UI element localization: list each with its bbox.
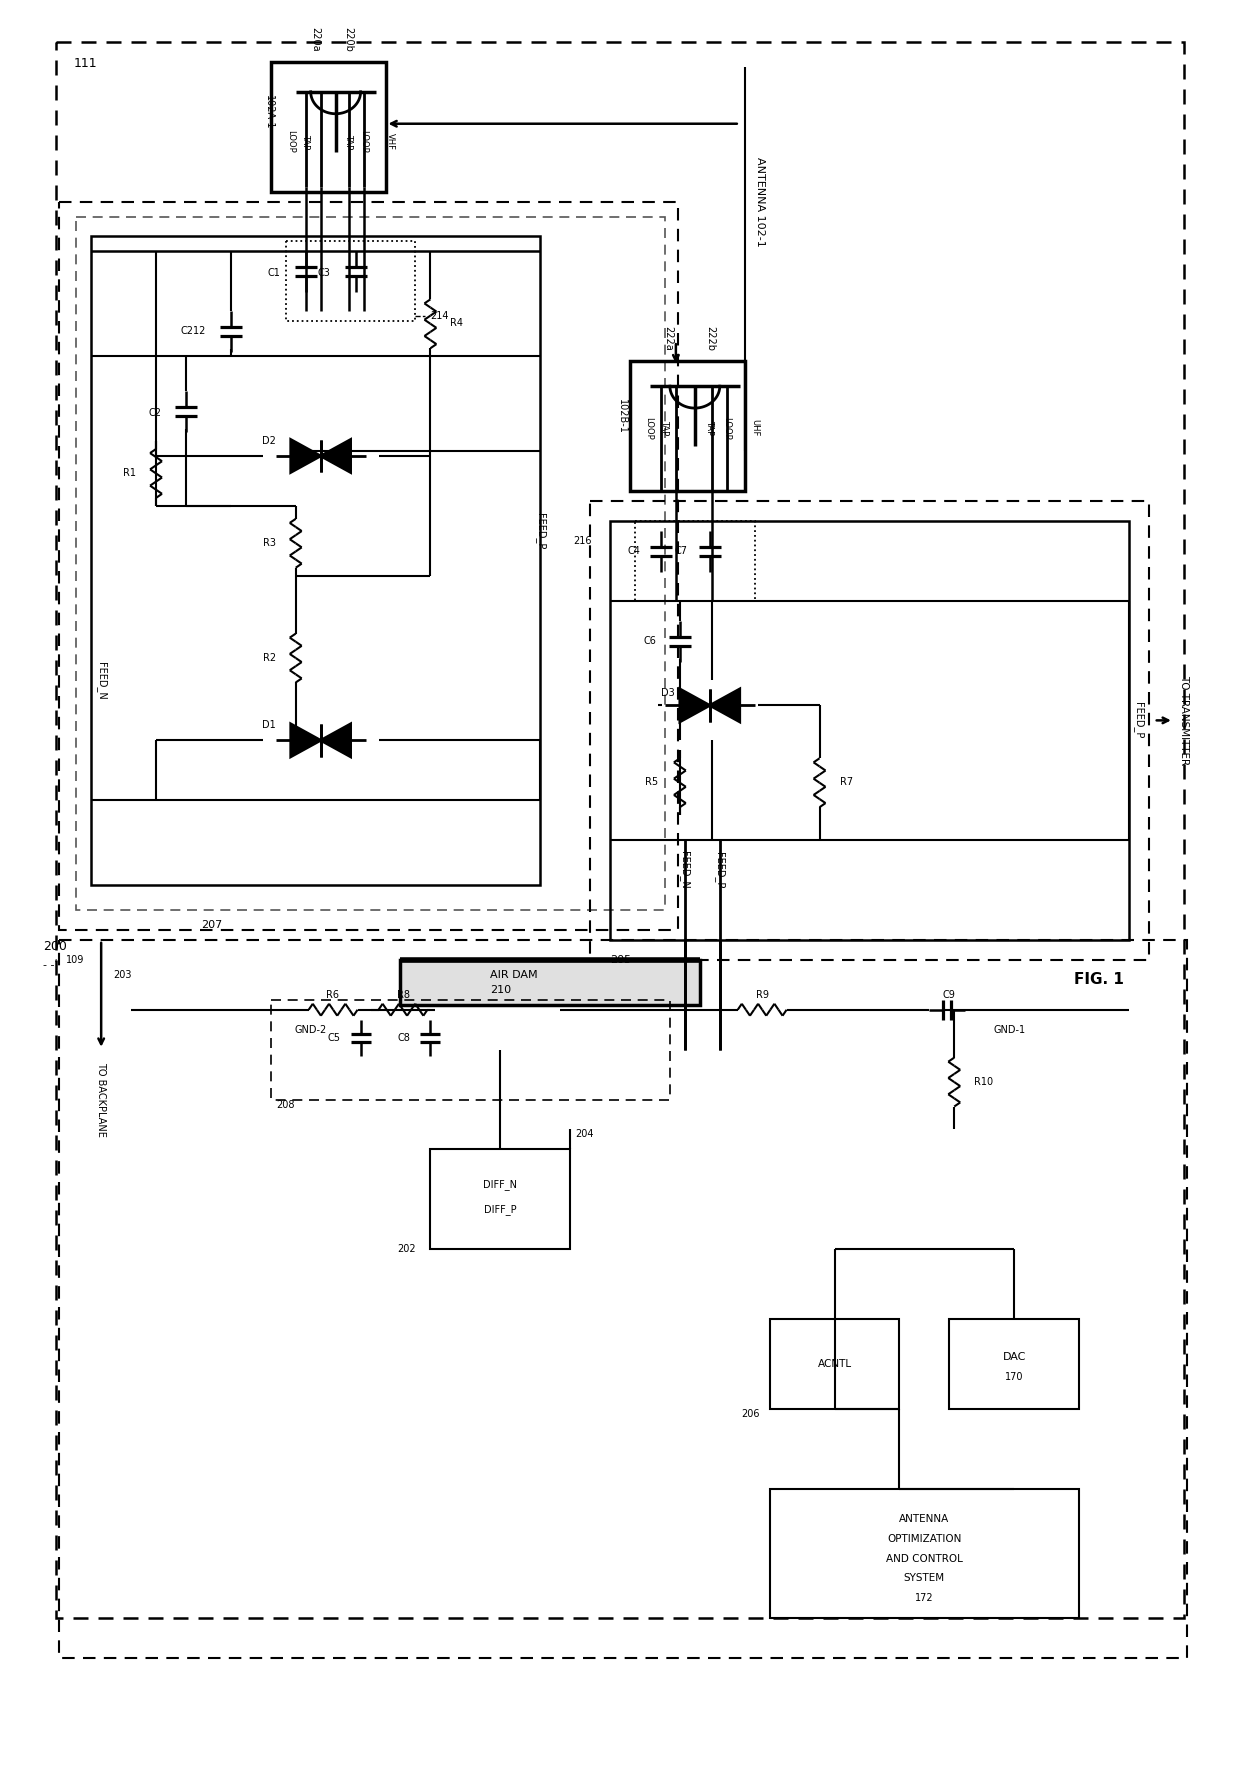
Text: 111: 111 [73,57,97,70]
Text: AND CONTROL: AND CONTROL [885,1554,962,1563]
Text: FEED_N: FEED_N [680,851,691,888]
Text: C9: C9 [942,990,956,999]
Text: LOOP: LOOP [722,417,732,439]
Text: R3: R3 [263,537,275,548]
Text: 214: 214 [430,310,449,321]
Text: AIR DAM: AIR DAM [490,970,538,979]
Text: FEED_P: FEED_P [1133,703,1145,739]
Bar [401,960,699,1004]
Text: VHF: VHF [386,134,396,150]
Text: UHF: UHF [750,419,759,437]
Text: 202: 202 [397,1243,415,1254]
Text: 204: 204 [575,1129,594,1140]
Bar [56,41,1184,1618]
Text: R2: R2 [263,653,275,662]
Bar [270,62,386,191]
Polygon shape [321,724,351,756]
Bar [60,940,1187,1659]
Text: R7: R7 [839,778,853,787]
Text: LOOP: LOOP [286,130,295,153]
Text: FIG. 1: FIG. 1 [1074,972,1123,987]
Text: GND-1: GND-1 [993,1024,1025,1035]
Text: R1: R1 [123,467,136,478]
Bar [610,521,1128,940]
Text: DIFF_N: DIFF_N [484,1179,517,1190]
Text: C1: C1 [268,268,280,278]
Text: C2: C2 [148,409,161,417]
Text: 206: 206 [742,1409,760,1418]
Text: 102A-1: 102A-1 [264,95,274,128]
Bar [285,241,415,321]
Text: R5: R5 [645,778,658,787]
Text: C7: C7 [675,546,688,557]
Text: 208: 208 [275,1099,294,1110]
Bar [270,999,670,1099]
Text: R4: R4 [450,318,464,328]
Text: ANTENNA 102-1: ANTENNA 102-1 [755,157,765,246]
Polygon shape [290,439,321,473]
Text: 220a: 220a [311,27,321,52]
Text: 172: 172 [915,1593,934,1604]
Text: 216: 216 [574,535,591,546]
Text: TAP: TAP [661,421,670,435]
Bar [635,521,755,601]
Text: 210: 210 [490,985,511,995]
Text: ANTENNA: ANTENNA [899,1513,950,1524]
Text: 220b: 220b [343,27,353,52]
Text: R8: R8 [397,990,410,999]
Text: D2: D2 [262,435,275,446]
Text: SYSTEM: SYSTEM [904,1573,945,1584]
Text: 170: 170 [1004,1372,1023,1383]
Text: 109: 109 [66,954,84,965]
Text: D1: D1 [262,721,275,730]
Text: DIFF_P: DIFF_P [484,1204,517,1215]
Bar [770,1318,899,1409]
Text: TAP: TAP [345,134,353,150]
Polygon shape [321,439,351,473]
Polygon shape [680,689,709,723]
Text: - -ʹ: - -ʹ [43,960,58,970]
Bar [630,360,745,491]
Text: D3: D3 [661,689,675,699]
Text: TO BACKPLANE: TO BACKPLANE [97,1061,107,1136]
Bar [430,1149,570,1249]
Text: LOOP: LOOP [645,417,653,439]
Text: 207: 207 [201,921,222,929]
Text: R9: R9 [756,990,769,999]
Text: FEED_N: FEED_N [95,662,107,699]
Text: R6: R6 [326,990,340,999]
Text: 102B-1: 102B-1 [618,398,627,434]
Text: TAP: TAP [706,421,714,435]
Text: LOOP: LOOP [360,130,368,153]
Bar [770,1488,1079,1618]
Bar [950,1318,1079,1409]
Text: ACNTL: ACNTL [817,1359,852,1368]
Bar [590,501,1148,960]
Text: FEED_P: FEED_P [534,512,546,549]
Text: 222b: 222b [704,326,714,351]
Text: OPTIMIZATION: OPTIMIZATION [887,1534,961,1543]
Bar [76,216,665,910]
Text: 205: 205 [610,954,631,965]
Text: R10: R10 [975,1076,993,1086]
Text: 222a: 222a [663,326,673,351]
Text: C5: C5 [327,1033,341,1042]
Bar [92,237,541,885]
Text: FEED_P: FEED_P [714,853,725,888]
Text: 200: 200 [43,940,67,953]
Bar [60,202,678,929]
Text: DAC: DAC [1002,1352,1025,1361]
Text: C6: C6 [644,635,656,646]
Text: TAP: TAP [301,134,310,150]
Text: TO TRANSMITTER: TO TRANSMITTER [1179,676,1189,765]
Polygon shape [290,724,321,756]
Text: C4: C4 [627,546,640,557]
Text: 203: 203 [113,970,131,979]
Polygon shape [709,689,740,723]
Text: C8: C8 [398,1033,410,1042]
Text: C212: C212 [181,326,206,335]
Text: C3: C3 [317,268,331,278]
Text: GND-2: GND-2 [295,1024,327,1035]
